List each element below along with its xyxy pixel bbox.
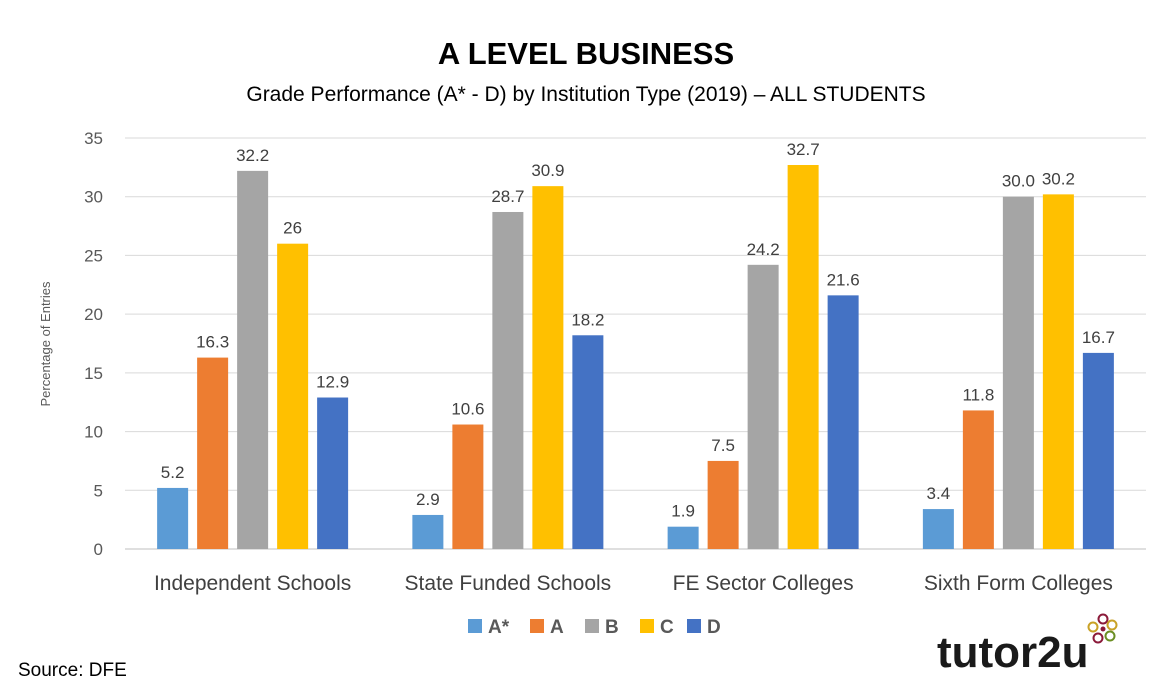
y-tick-label: 10 (84, 423, 103, 442)
category-label: Independent Schools (154, 572, 351, 595)
bar (237, 170, 269, 549)
bar (1002, 196, 1034, 549)
data-label: 2.9 (416, 490, 440, 509)
bar (452, 424, 484, 549)
bar (747, 264, 779, 549)
legend-swatch (687, 619, 701, 633)
data-label: 26 (283, 219, 302, 238)
brand-logo: tutor2u (937, 613, 1118, 677)
bar (827, 295, 859, 549)
bar (667, 526, 699, 549)
bars (157, 165, 1114, 550)
category-label: Sixth Form Colleges (924, 572, 1113, 595)
data-label: 30.9 (531, 161, 564, 180)
legend-swatch (640, 619, 654, 633)
y-tick-label: 20 (84, 305, 103, 324)
y-tick-label: 25 (84, 246, 103, 265)
data-label: 16.3 (196, 333, 229, 352)
data-label: 12.9 (316, 373, 349, 392)
category-label: State Funded Schools (405, 572, 612, 595)
bar (317, 397, 349, 549)
y-tick-label: 30 (84, 188, 103, 207)
chart-title: A LEVEL BUSINESS (438, 36, 734, 71)
y-tick-label: 15 (84, 364, 103, 383)
data-label: 21.6 (827, 270, 860, 289)
data-label: 5.2 (161, 463, 185, 482)
bar (787, 165, 819, 549)
bar (532, 186, 564, 549)
y-tick-label: 5 (94, 481, 103, 500)
legend-swatch (530, 619, 544, 633)
chart-subtitle: Grade Performance (A* - D) by Institutio… (246, 83, 925, 106)
bar (572, 335, 604, 549)
bar (962, 410, 994, 549)
data-label: 24.2 (747, 240, 780, 259)
legend-item: A* (488, 617, 510, 638)
legend-swatch (468, 619, 482, 633)
bar (1042, 194, 1074, 549)
legend-swatch (585, 619, 599, 633)
bar (197, 357, 229, 549)
bar (922, 509, 954, 549)
category-label: FE Sector Colleges (673, 572, 854, 595)
y-tick-label: 35 (84, 129, 103, 148)
data-label: 32.7 (787, 140, 820, 159)
data-label: 32.2 (236, 146, 269, 165)
data-labels: 5.2 16.3 32.2 26 12.9 2.9 10.6 28.7 30.9 18.2 1.9 7… (161, 140, 1115, 521)
bar (492, 211, 524, 550)
y-axis-label: Percentage of Entries (38, 281, 53, 407)
bar (277, 243, 309, 549)
y-tick-label: 0 (94, 540, 103, 559)
data-label: 30.2 (1042, 169, 1075, 188)
data-label: 7.5 (711, 436, 735, 455)
legend-item: C (660, 617, 674, 638)
legend-item: D (707, 617, 721, 638)
data-label: 3.4 (927, 484, 951, 503)
bar (707, 460, 739, 549)
bar (1082, 352, 1114, 549)
legend: A* A B C D (468, 617, 721, 638)
flower-logo-icon (1087, 613, 1118, 644)
data-label: 18.2 (571, 310, 604, 329)
logo-text: tutor2u (937, 628, 1089, 677)
data-label: 10.6 (451, 400, 484, 419)
data-label: 30.0 (1002, 172, 1035, 191)
category-labels: Independent Schools State Funded Schools F… (154, 572, 1113, 595)
source-note: Source: DFE (18, 660, 127, 681)
data-label: 28.7 (491, 187, 524, 206)
bar (412, 514, 444, 549)
legend-item: B (605, 617, 619, 638)
data-label: 16.7 (1082, 328, 1115, 347)
legend-item: A (550, 617, 564, 638)
bar (157, 487, 189, 549)
data-label: 11.8 (962, 385, 994, 404)
data-label: 1.9 (671, 502, 695, 521)
